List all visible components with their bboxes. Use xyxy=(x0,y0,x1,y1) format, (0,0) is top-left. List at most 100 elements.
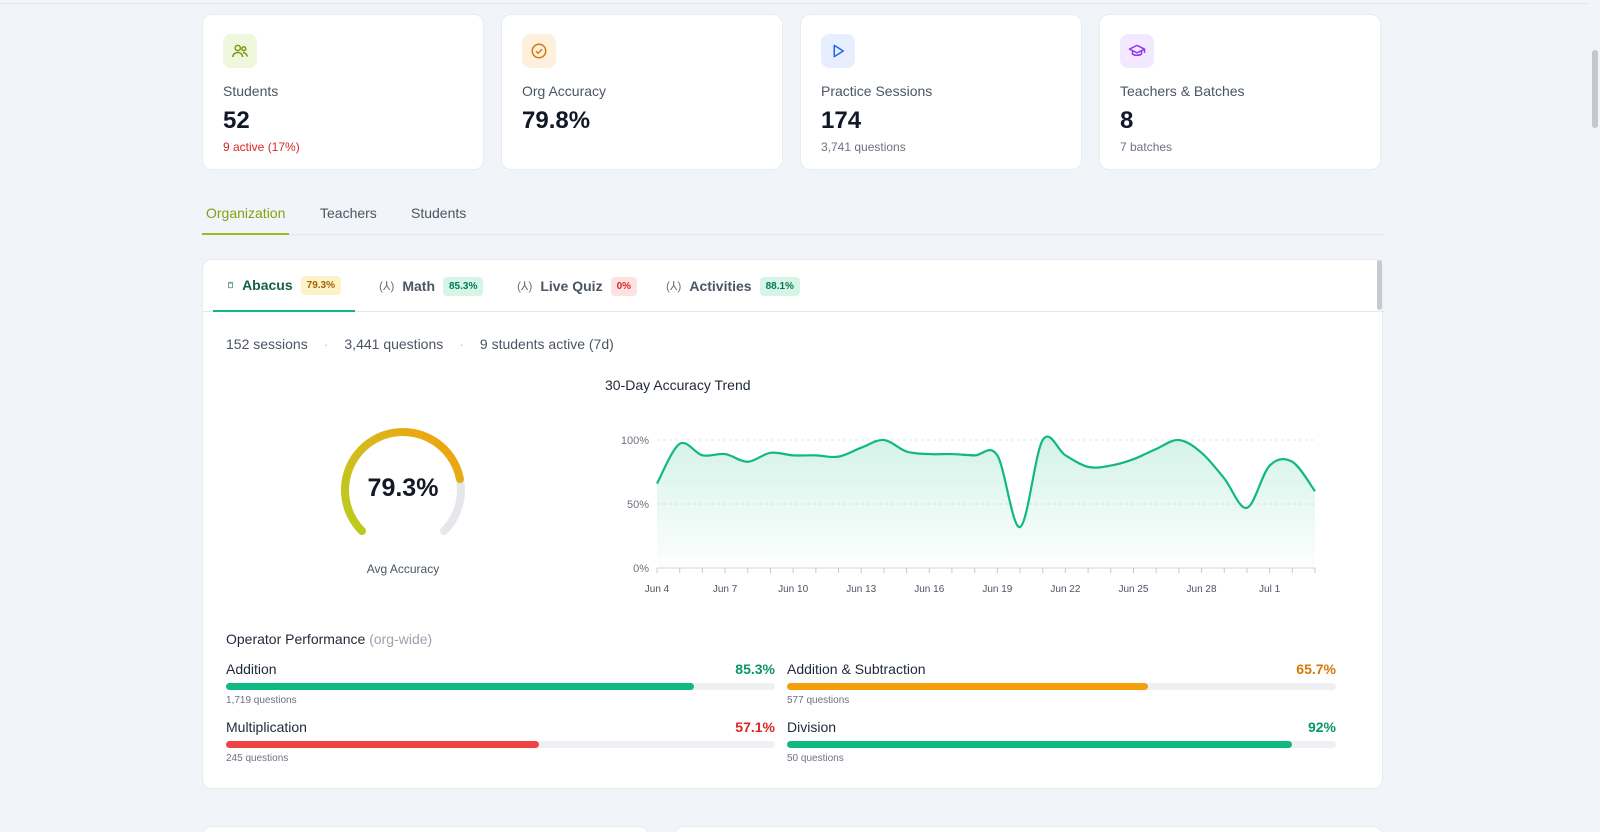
x-tick-label: Jun 22 xyxy=(1050,584,1080,595)
trend-point xyxy=(678,442,682,446)
summary-stats: 152 sessions · 3,441 questions · 9 stude… xyxy=(226,336,614,352)
subtab-live-quiz[interactable]: (⅄) Live Quiz 0% xyxy=(503,260,651,312)
accuracy-gauge xyxy=(341,428,465,536)
bottom-card-left xyxy=(202,826,649,832)
sessions-count: 152 sessions xyxy=(226,336,308,352)
x-tick-label: Jun 7 xyxy=(713,584,738,595)
trend-point xyxy=(768,451,772,455)
trend-point xyxy=(700,453,704,457)
operator-title-text: Operator Performance xyxy=(226,631,366,647)
graduation-cap-icon xyxy=(1120,34,1154,68)
x-tick-label: Jun 10 xyxy=(778,584,808,595)
progress-track xyxy=(787,683,1336,690)
trend-line xyxy=(656,435,1316,529)
trend-point xyxy=(837,455,841,459)
trend-point xyxy=(655,482,659,486)
trend-point xyxy=(1018,525,1022,529)
check-circle-icon xyxy=(522,34,556,68)
operator-pct: 65.7% xyxy=(1296,661,1336,677)
trend-area xyxy=(657,436,1315,568)
card-label: Teachers & Batches xyxy=(1120,83,1245,99)
trend-point xyxy=(1109,464,1113,468)
operator-division: Division 92% 50 questions xyxy=(787,719,1336,764)
page-scrollbar-thumb[interactable] xyxy=(1592,50,1598,128)
students-card: Students 52 9 active (17%) xyxy=(202,14,484,170)
operator-subtitle: (org-wide) xyxy=(369,631,433,647)
function-icon: (⅄) xyxy=(517,279,533,293)
active-students: 9 students active (7d) xyxy=(479,336,614,352)
organization-panel: Abacus 79.3% (⅄) Math 85.3% (⅄) Live Qui… xyxy=(202,259,1384,789)
trend-point xyxy=(1313,489,1317,493)
card-label: Students xyxy=(223,83,279,99)
operator-addition: Addition 85.3% 1,719 questions xyxy=(226,661,775,706)
trend-point xyxy=(859,446,863,450)
top-border xyxy=(0,3,1600,4)
play-icon xyxy=(821,34,855,68)
x-tick-label: Jun 28 xyxy=(1187,584,1217,595)
progress-fill xyxy=(787,683,1148,690)
trend-point xyxy=(1086,465,1090,469)
subtab-badge: 85.3% xyxy=(443,276,484,296)
trend-point xyxy=(1063,453,1067,457)
trend-point xyxy=(1041,438,1045,442)
calculator-icon xyxy=(228,281,233,289)
progress-fill xyxy=(226,741,540,748)
page-scrollbar[interactable] xyxy=(1588,0,1600,832)
operator-pct: 92% xyxy=(1307,719,1336,735)
org-accuracy-card: Org Accuracy 79.8% xyxy=(501,14,783,170)
teachers-batches-card: Teachers & Batches 8 7 batches xyxy=(1099,14,1381,170)
subtab-abacus[interactable]: Abacus 79.3% xyxy=(213,260,355,312)
trend-point xyxy=(950,452,954,456)
trend-point xyxy=(1222,476,1226,480)
trend-point xyxy=(1177,438,1181,442)
function-icon: (⅄) xyxy=(666,279,682,293)
gauge-fill xyxy=(341,428,464,536)
card-value: 8 xyxy=(1120,107,1134,134)
subtab-label: Activities xyxy=(689,278,752,294)
card-value: 79.8% xyxy=(522,107,591,134)
subtab-activities[interactable]: (⅄) Activities 88.1% xyxy=(652,260,814,312)
panel-scrollbar-thumb[interactable] xyxy=(1377,260,1382,310)
operator-name: Division xyxy=(787,719,837,735)
tab-teachers[interactable]: Teachers xyxy=(320,205,377,221)
accuracy-trend-chart: 0% 50% 100% Jun 4 Jun 7 Jun 10 Jun 13 Jun 16 Jun… xyxy=(621,435,1317,595)
operator-questions: 1,719 questions xyxy=(226,695,297,706)
subtab-badge: 0% xyxy=(610,276,638,296)
trend-point xyxy=(1245,506,1249,510)
operator-name: Addition & Subtraction xyxy=(787,661,926,677)
subtab-math[interactable]: (⅄) Math 85.3% xyxy=(365,260,497,312)
x-tick-label: Jun 19 xyxy=(982,584,1012,595)
trend-point xyxy=(1290,460,1294,464)
trend-point xyxy=(995,453,999,457)
trend-point xyxy=(1200,451,1204,455)
tab-students[interactable]: Students xyxy=(411,205,467,221)
operator-performance-title: Operator Performance (org-wide) xyxy=(226,631,432,647)
x-tick-label: Jun 16 xyxy=(914,584,944,595)
subject-tabs: Abacus 79.3% (⅄) Math 85.3% (⅄) Live Qui… xyxy=(203,260,1384,312)
chart-title: 30-Day Accuracy Trend xyxy=(605,377,751,393)
subtab-label: Live Quiz xyxy=(540,278,603,294)
subtab-badge: 79.3% xyxy=(300,275,341,295)
trend-point xyxy=(973,453,977,457)
x-tick-label: Jul 1 xyxy=(1259,584,1281,595)
y-tick-label: 0% xyxy=(633,563,649,575)
trend-point xyxy=(814,453,818,457)
operator-multiplication: Multiplication 57.1% 245 questions xyxy=(226,719,775,764)
card-sub: 9 active (17%) xyxy=(223,140,300,154)
users-icon xyxy=(223,34,257,68)
operator-questions: 50 questions xyxy=(787,753,844,764)
separator-dot: · xyxy=(459,336,464,352)
questions-count: 3,441 questions xyxy=(344,336,444,352)
subtab-label: Math xyxy=(402,278,435,294)
card-value: 52 xyxy=(223,107,250,134)
tab-organization[interactable]: Organization xyxy=(202,205,290,235)
subtab-badge: 88.1% xyxy=(759,276,800,296)
dashboard: Students 52 9 active (17%) Org Accuracy … xyxy=(202,14,1384,832)
trend-point xyxy=(746,460,750,464)
trend-point xyxy=(1268,464,1272,468)
operator-pct: 85.3% xyxy=(735,661,775,677)
x-tick-label: Jun 13 xyxy=(846,584,876,595)
gauge-label: Avg Accuracy xyxy=(366,562,440,576)
main-tabs: Organization Teachers Students xyxy=(202,199,1383,235)
trend-point xyxy=(791,453,795,457)
